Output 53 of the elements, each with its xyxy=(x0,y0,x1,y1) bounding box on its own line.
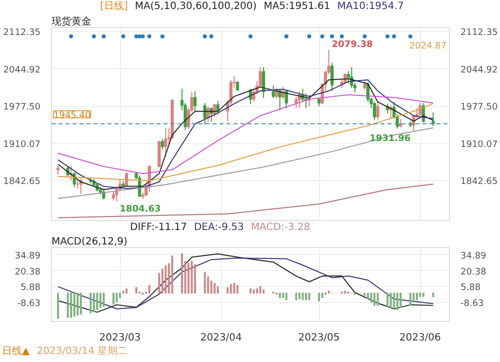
text: MA(5,10,30,60,100,200) xyxy=(134,1,257,12)
line-series xyxy=(58,127,434,199)
y-tick-label: 1910.07 xyxy=(3,140,40,150)
candlestick xyxy=(376,102,380,120)
text: 2023/03/14 星期二 xyxy=(36,346,128,357)
chart-title: 现货黄金 xyxy=(52,16,92,28)
line-series xyxy=(58,184,434,218)
y2-tick-label: -8.63 xyxy=(460,299,484,310)
x-tick-label: 2023/03 xyxy=(99,332,141,344)
x-tick-label: 2023/05 xyxy=(298,332,340,344)
text: DEA:-9.53 xyxy=(194,222,244,233)
candlestick xyxy=(346,70,350,84)
y2-tick-label: 1977.50 xyxy=(460,102,498,113)
chart-title: MACD(26,12,9) xyxy=(52,236,128,248)
text: MA5:1951.61 xyxy=(264,1,330,12)
candlestick xyxy=(432,112,435,127)
chart-subtitle: [日线] xyxy=(100,1,128,12)
annotation: 1931.96 xyxy=(370,134,411,144)
candlestick xyxy=(115,186,118,202)
y-tick-label: 20.38 xyxy=(14,267,41,278)
text: 日线▲ xyxy=(2,346,30,357)
text: MACD:-3.28 xyxy=(250,222,310,233)
annotation: 2024.87 xyxy=(409,42,446,52)
y-tick-label: 2044.92 xyxy=(3,65,40,76)
y-tick-label: 5.88 xyxy=(20,283,41,294)
y2-tick-label: 20.38 xyxy=(460,267,487,278)
y-tick-label: 34.89 xyxy=(14,251,41,262)
y-tick-label: -8.63 xyxy=(17,299,41,310)
candlestick xyxy=(252,88,256,102)
y2-tick-label: 5.88 xyxy=(460,283,481,294)
candlestick xyxy=(193,90,197,112)
y2-tick-label: 1842.65 xyxy=(460,176,498,187)
y2-tick-label: 2112.35 xyxy=(460,28,498,38)
candlestick xyxy=(216,100,220,116)
annotation: 1804.63 xyxy=(120,204,161,214)
candlestick xyxy=(236,81,240,92)
y-tick-label: 2112.35 xyxy=(3,28,40,38)
candlestick xyxy=(164,128,168,158)
candlestick xyxy=(272,84,275,99)
y-tick-label: 1842.65 xyxy=(3,176,40,187)
text: MA10:1954.7 xyxy=(337,1,404,12)
y2-tick-label: 1910.07 xyxy=(460,140,498,150)
candlestick xyxy=(330,62,334,92)
y2-tick-label: 2044.92 xyxy=(460,65,498,76)
x-tick-label: 2023/04 xyxy=(200,332,242,344)
candlestick xyxy=(372,101,376,121)
candlestick xyxy=(160,138,164,150)
candlestick xyxy=(56,164,60,176)
text: DIFF:-11.17 xyxy=(130,222,187,233)
y-tick-label: 1977.50 xyxy=(3,102,41,113)
x-tick-label: 2023/06 xyxy=(399,332,441,344)
y2-tick-label: 34.89 xyxy=(460,251,487,262)
annotation: 2079.38 xyxy=(332,40,373,50)
